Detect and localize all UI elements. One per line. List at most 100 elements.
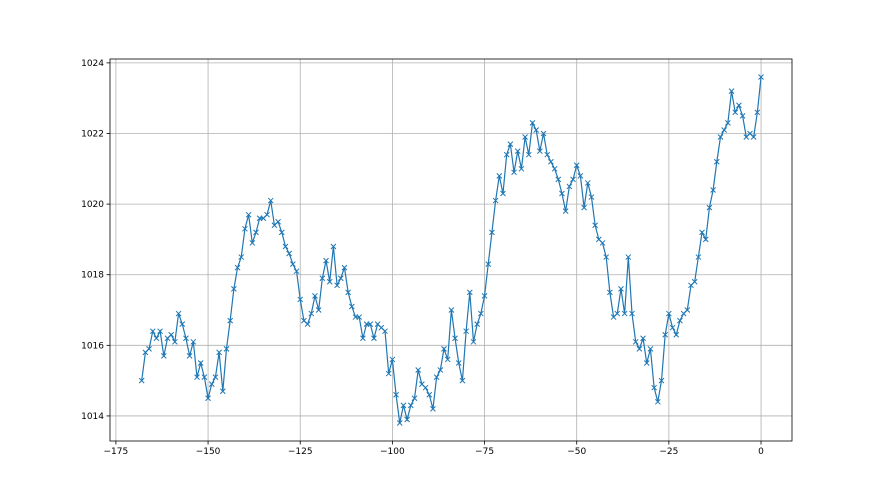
data-point [503,151,510,158]
data-point [326,278,333,285]
data-point [629,310,635,317]
data-point [441,346,447,352]
data-point [666,310,672,317]
data-point [544,151,551,158]
data-point [286,250,293,257]
data-point [511,169,517,176]
x-tick-label: −150 [196,447,221,457]
data-point [267,197,274,204]
data-point [750,134,757,140]
data-point [463,328,469,335]
data-point [514,148,521,154]
y-tick-label: 1022 [81,129,104,139]
data-point [175,310,182,317]
data-point [253,229,259,236]
data-point [194,374,200,380]
x-tick-label: −75 [475,447,494,457]
data-point [725,120,731,126]
data-point [621,310,628,317]
data-point [706,204,713,211]
data-point [146,346,152,352]
data-point [264,211,270,218]
data-point [197,360,204,366]
data-point [736,102,742,109]
data-point [396,420,403,426]
data-point [536,148,543,154]
data-point [407,402,414,409]
data-point [149,328,156,335]
data-point [190,338,197,345]
data-point [234,264,241,271]
data-point [304,321,311,327]
data-point [382,328,388,335]
data-point [577,173,584,179]
data-point [330,243,337,250]
data-point [216,349,222,356]
data-point [721,127,728,133]
data-point [496,173,503,179]
data-point [481,293,488,299]
data-point [278,229,285,236]
data-point [282,243,289,250]
data-point [242,225,248,232]
data-point [385,370,392,377]
y-tick-label: 1024 [81,59,104,69]
data-point [640,335,646,342]
data-point [695,254,702,260]
data-point [754,109,761,116]
x-tick-label: −175 [104,447,129,457]
data-point [393,391,399,398]
data-point [643,360,650,366]
x-tick-label: −25 [659,447,678,457]
x-tick-label: 0 [758,447,764,457]
data-point [415,367,422,373]
data-point [555,176,562,183]
data-point [422,384,429,391]
data-point [551,165,558,172]
data-point [223,346,230,352]
data-point [205,395,211,402]
data-point [160,353,167,359]
y-tick-label: 1020 [81,200,104,210]
data-point [570,176,576,183]
data-point [356,314,363,320]
data-point [426,391,433,398]
data-point [658,377,665,384]
data-point [507,141,514,147]
data-point [293,268,300,275]
data-point [478,310,484,317]
data-point [677,317,683,324]
data-point [371,335,377,342]
data-point [699,229,705,236]
data-point [157,328,163,335]
data-point [566,183,573,190]
data-point [540,130,547,137]
y-tick-label: 1014 [81,412,104,422]
data-point [400,402,407,409]
data-point [529,120,536,126]
data-point [525,151,532,158]
data-point [618,285,624,292]
data-point [459,377,466,384]
data-point [669,324,676,331]
data-point [297,296,304,303]
data-point [345,289,352,296]
data-point [500,190,506,197]
data-point [312,293,318,299]
data-point [219,388,226,395]
data-point [212,374,219,380]
data-point [444,356,451,363]
data-point [625,254,632,260]
y-tick-label: 1018 [81,271,104,281]
data-point [334,282,340,289]
data-point [433,374,440,380]
data-point [341,264,348,271]
data-point [728,88,735,94]
data-point [662,331,669,338]
data-point [732,109,739,116]
data-point [581,204,587,211]
data-point [227,317,234,324]
